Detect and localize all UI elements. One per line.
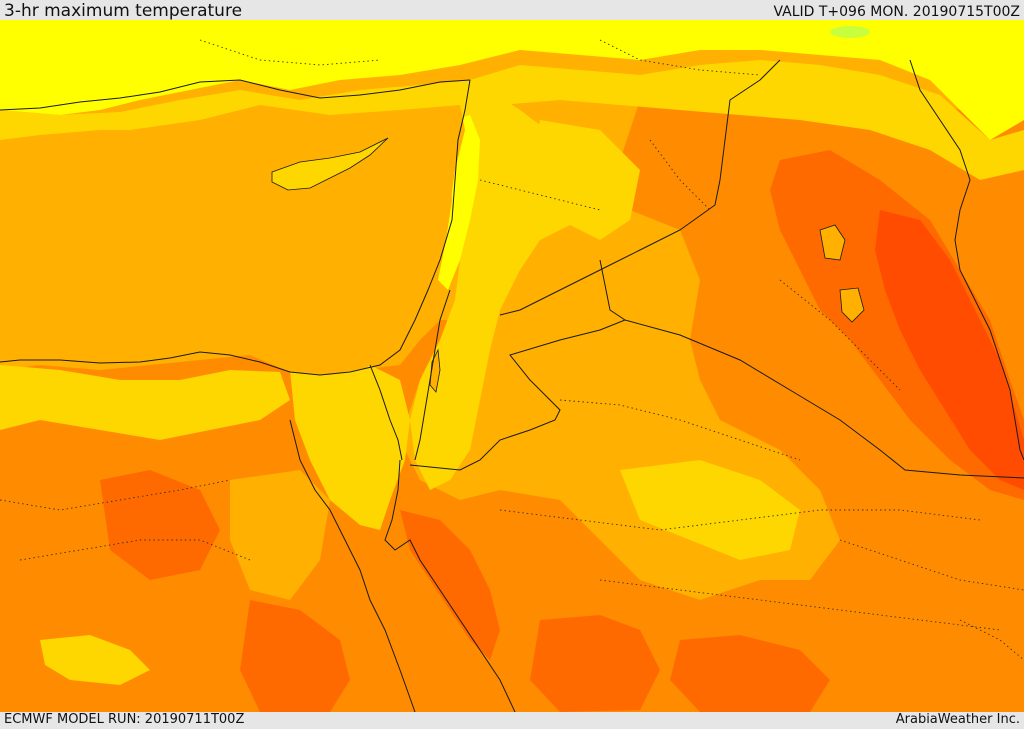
turkey-yellow-belt (0, 20, 1024, 140)
iran-iraq-border (909, 59, 1024, 461)
iraq-lake-1 (819, 224, 846, 261)
egypt-hot-zone (100, 470, 220, 580)
turkey-gold-belt (0, 60, 1024, 180)
model-run: ECMWF MODEL RUN: 20190711T00Z (4, 712, 245, 727)
delta-gold-field (0, 365, 290, 440)
arabia-gold-pocket (620, 460, 800, 560)
iraq-lake-2 (839, 287, 865, 323)
footer-bar: ECMWF MODEL RUN: 20190711T00Z ArabiaWeat… (0, 712, 1024, 729)
green-trace (830, 26, 870, 38)
map-title: 3-hr maximum temperature (4, 1, 243, 21)
syria-gold-pocket (530, 120, 640, 240)
egypt-israel-border (369, 364, 403, 461)
redsea-coast-hot-zone (400, 510, 500, 660)
saudi-iraq-border (624, 319, 1024, 479)
credit: ArabiaWeather Inc. (895, 712, 1020, 727)
syria-iraq-border (499, 59, 781, 316)
mediterranean-sea-amber (0, 105, 465, 375)
internal-boundaries (0, 39, 1024, 661)
temperature-map (0, 20, 1024, 712)
iraq-red-zone (875, 210, 1024, 490)
header-bar: 3-hr maximum temperature VALID T+096 MON… (0, 0, 1024, 20)
egypt-gold-pocket (40, 635, 150, 685)
levant-coastline (0, 79, 471, 376)
jordan-valley-border (414, 289, 451, 461)
anatolia-coastline (0, 79, 471, 111)
levant-coast-yellow-strip (438, 115, 480, 290)
egypt-amber-pocket (230, 470, 330, 600)
valid-time: VALID T+096 MON. 20190715T00Z (773, 4, 1020, 20)
sinai-gold-field (290, 365, 410, 530)
saudi-hot-zone-1 (530, 615, 660, 712)
gulf-of-aqaba-coast (384, 459, 516, 712)
saudi-hot-zone-2 (670, 635, 830, 712)
cyprus-island (271, 137, 389, 191)
nile-hot-zone (240, 600, 350, 712)
dead-sea (429, 348, 441, 393)
gulf-of-suez-coast (289, 419, 416, 712)
jordan-saudi-border (409, 259, 627, 471)
